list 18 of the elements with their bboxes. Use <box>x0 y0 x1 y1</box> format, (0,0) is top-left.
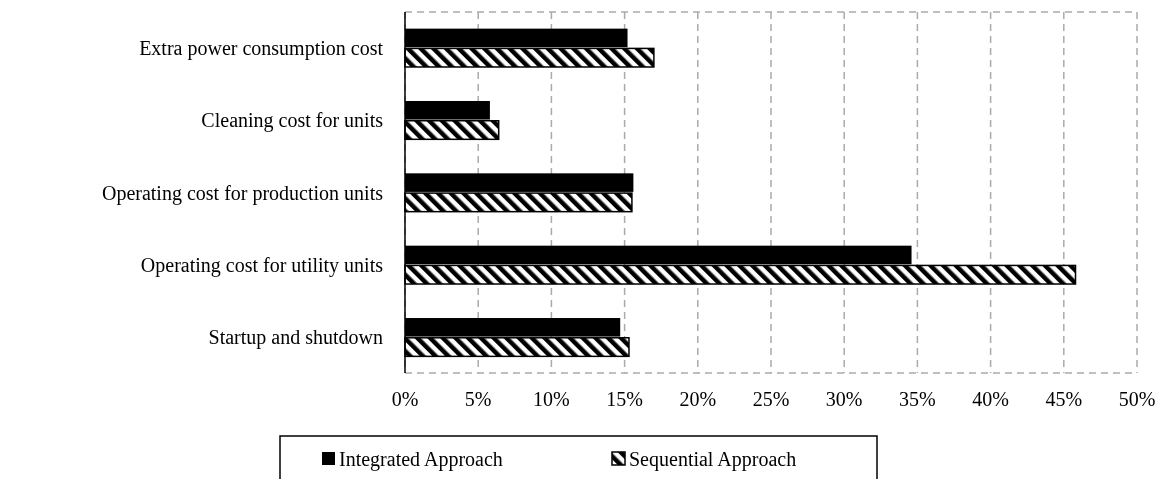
x-tick-label: 20% <box>679 388 717 410</box>
y-tick-label: Operating cost for production units <box>101 181 384 205</box>
y-tick-label: Operating cost for utility units <box>140 253 384 277</box>
x-tick-label: 0% <box>391 388 419 410</box>
x-tick-label: 30% <box>825 388 863 410</box>
x-tick-label: 45% <box>1045 388 1083 410</box>
x-tick-label: 35% <box>899 388 936 410</box>
x-tick-label: 50% <box>1118 388 1156 410</box>
y-tick-label: Startup and shutdown <box>208 326 383 350</box>
x-tick-label: 15% <box>606 388 643 410</box>
y-tick-label: Extra power consumption cost <box>139 36 384 60</box>
legend-label: Integrated Approach <box>339 448 503 471</box>
y-tick-label: Cleaning cost for units <box>201 109 384 133</box>
x-tick-label: 25% <box>752 388 790 410</box>
x-tick-label: 5% <box>464 388 492 410</box>
legend-label: Sequential Approach <box>629 448 797 471</box>
x-tick-label: 40% <box>972 388 1009 410</box>
x-tick-label: 10% <box>533 388 570 410</box>
